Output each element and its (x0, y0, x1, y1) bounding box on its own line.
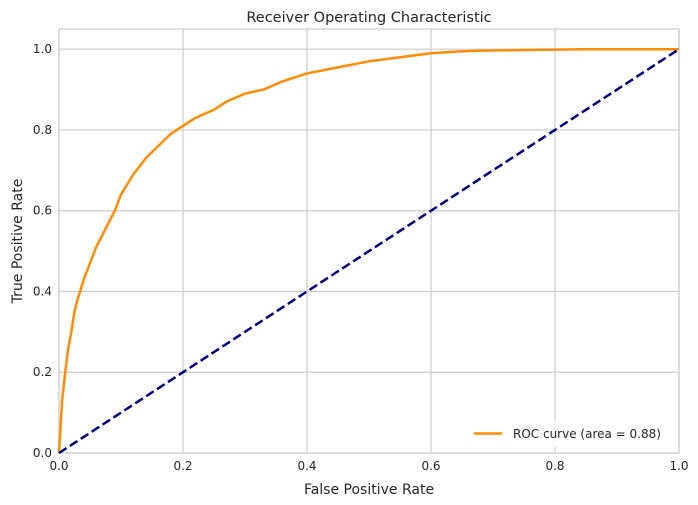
x-axis-label: False Positive Rate (304, 482, 434, 498)
legend: ROC curve (area = 0.88) (466, 420, 672, 447)
legend-box (466, 420, 672, 447)
series-group (57, 47, 680, 455)
plot-frame (58, 28, 680, 454)
roc-curve-line (57, 47, 679, 454)
x-tick-label: 0.4 (297, 459, 316, 473)
x-tick-label: 0.2 (173, 459, 192, 473)
legend-label-roc: ROC curve (area = 0.88) (513, 427, 661, 441)
tick-labels: 0.0 0.2 0.4 0.6 0.8 1.0 0.0 0.2 0.4 0.6 0.8 1.0 (33, 42, 689, 473)
x-tick-label: 0.8 (545, 459, 564, 473)
grid-lines (58, 28, 680, 454)
y-tick-label: 0.6 (33, 204, 52, 218)
chance-diagonal-line (58, 48, 680, 455)
x-tick-label: 0.0 (49, 459, 68, 473)
plot-background (59, 29, 679, 453)
y-axis-label: True Positive Rate (10, 179, 26, 305)
y-tick-label: 0.2 (33, 365, 52, 379)
y-tick-label: 0.0 (33, 446, 52, 460)
y-tick-label: 0.8 (33, 123, 52, 137)
x-tick-label: 0.6 (421, 459, 440, 473)
y-tick-label: 0.4 (33, 284, 52, 298)
y-tick-label: 1.0 (33, 42, 52, 56)
chart-title: Receiver Operating Characteristic (246, 10, 491, 26)
x-tick-label: 1.0 (669, 459, 688, 473)
